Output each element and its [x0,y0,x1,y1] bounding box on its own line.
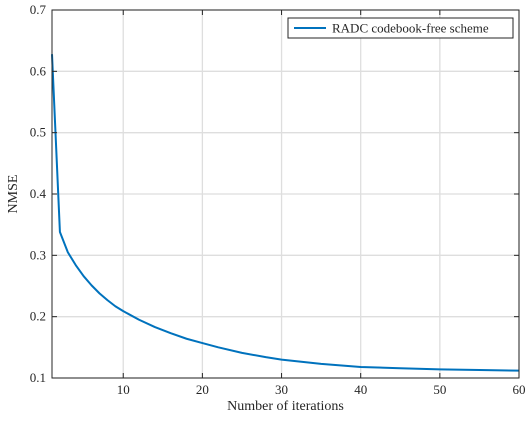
x-tick-label: 50 [433,382,446,397]
grid-lines [52,9,520,379]
x-tick-label: 60 [513,382,526,397]
axis-ticks: 10 20 30 40 50 60 0.1 0.2 0.3 0.4 0.5 0.6 0.7 [30,2,526,397]
x-tick-label: 40 [354,382,367,397]
y-tick-label: 0.5 [30,125,46,140]
y-tick-label: 0.1 [30,370,46,385]
legend-label: RADC codebook-free scheme [332,21,489,36]
x-tick-label: 10 [117,382,130,397]
x-axis-title: Number of iterations [227,399,344,414]
legend-box [287,17,514,39]
series-layer [51,54,520,372]
series-line [51,54,520,372]
y-tick-label: 0.2 [30,309,46,324]
y-tick-label: 0.6 [30,63,47,78]
y-axis-title: NMSE [6,175,21,214]
y-tick-label: 0.7 [30,2,47,17]
y-tick-label: 0.4 [30,186,47,201]
y-tick-label: 0.3 [30,247,46,262]
x-tick-label: 30 [275,382,288,397]
legend: RADC codebook-free scheme [287,17,514,39]
x-tick-label: 20 [196,382,209,397]
